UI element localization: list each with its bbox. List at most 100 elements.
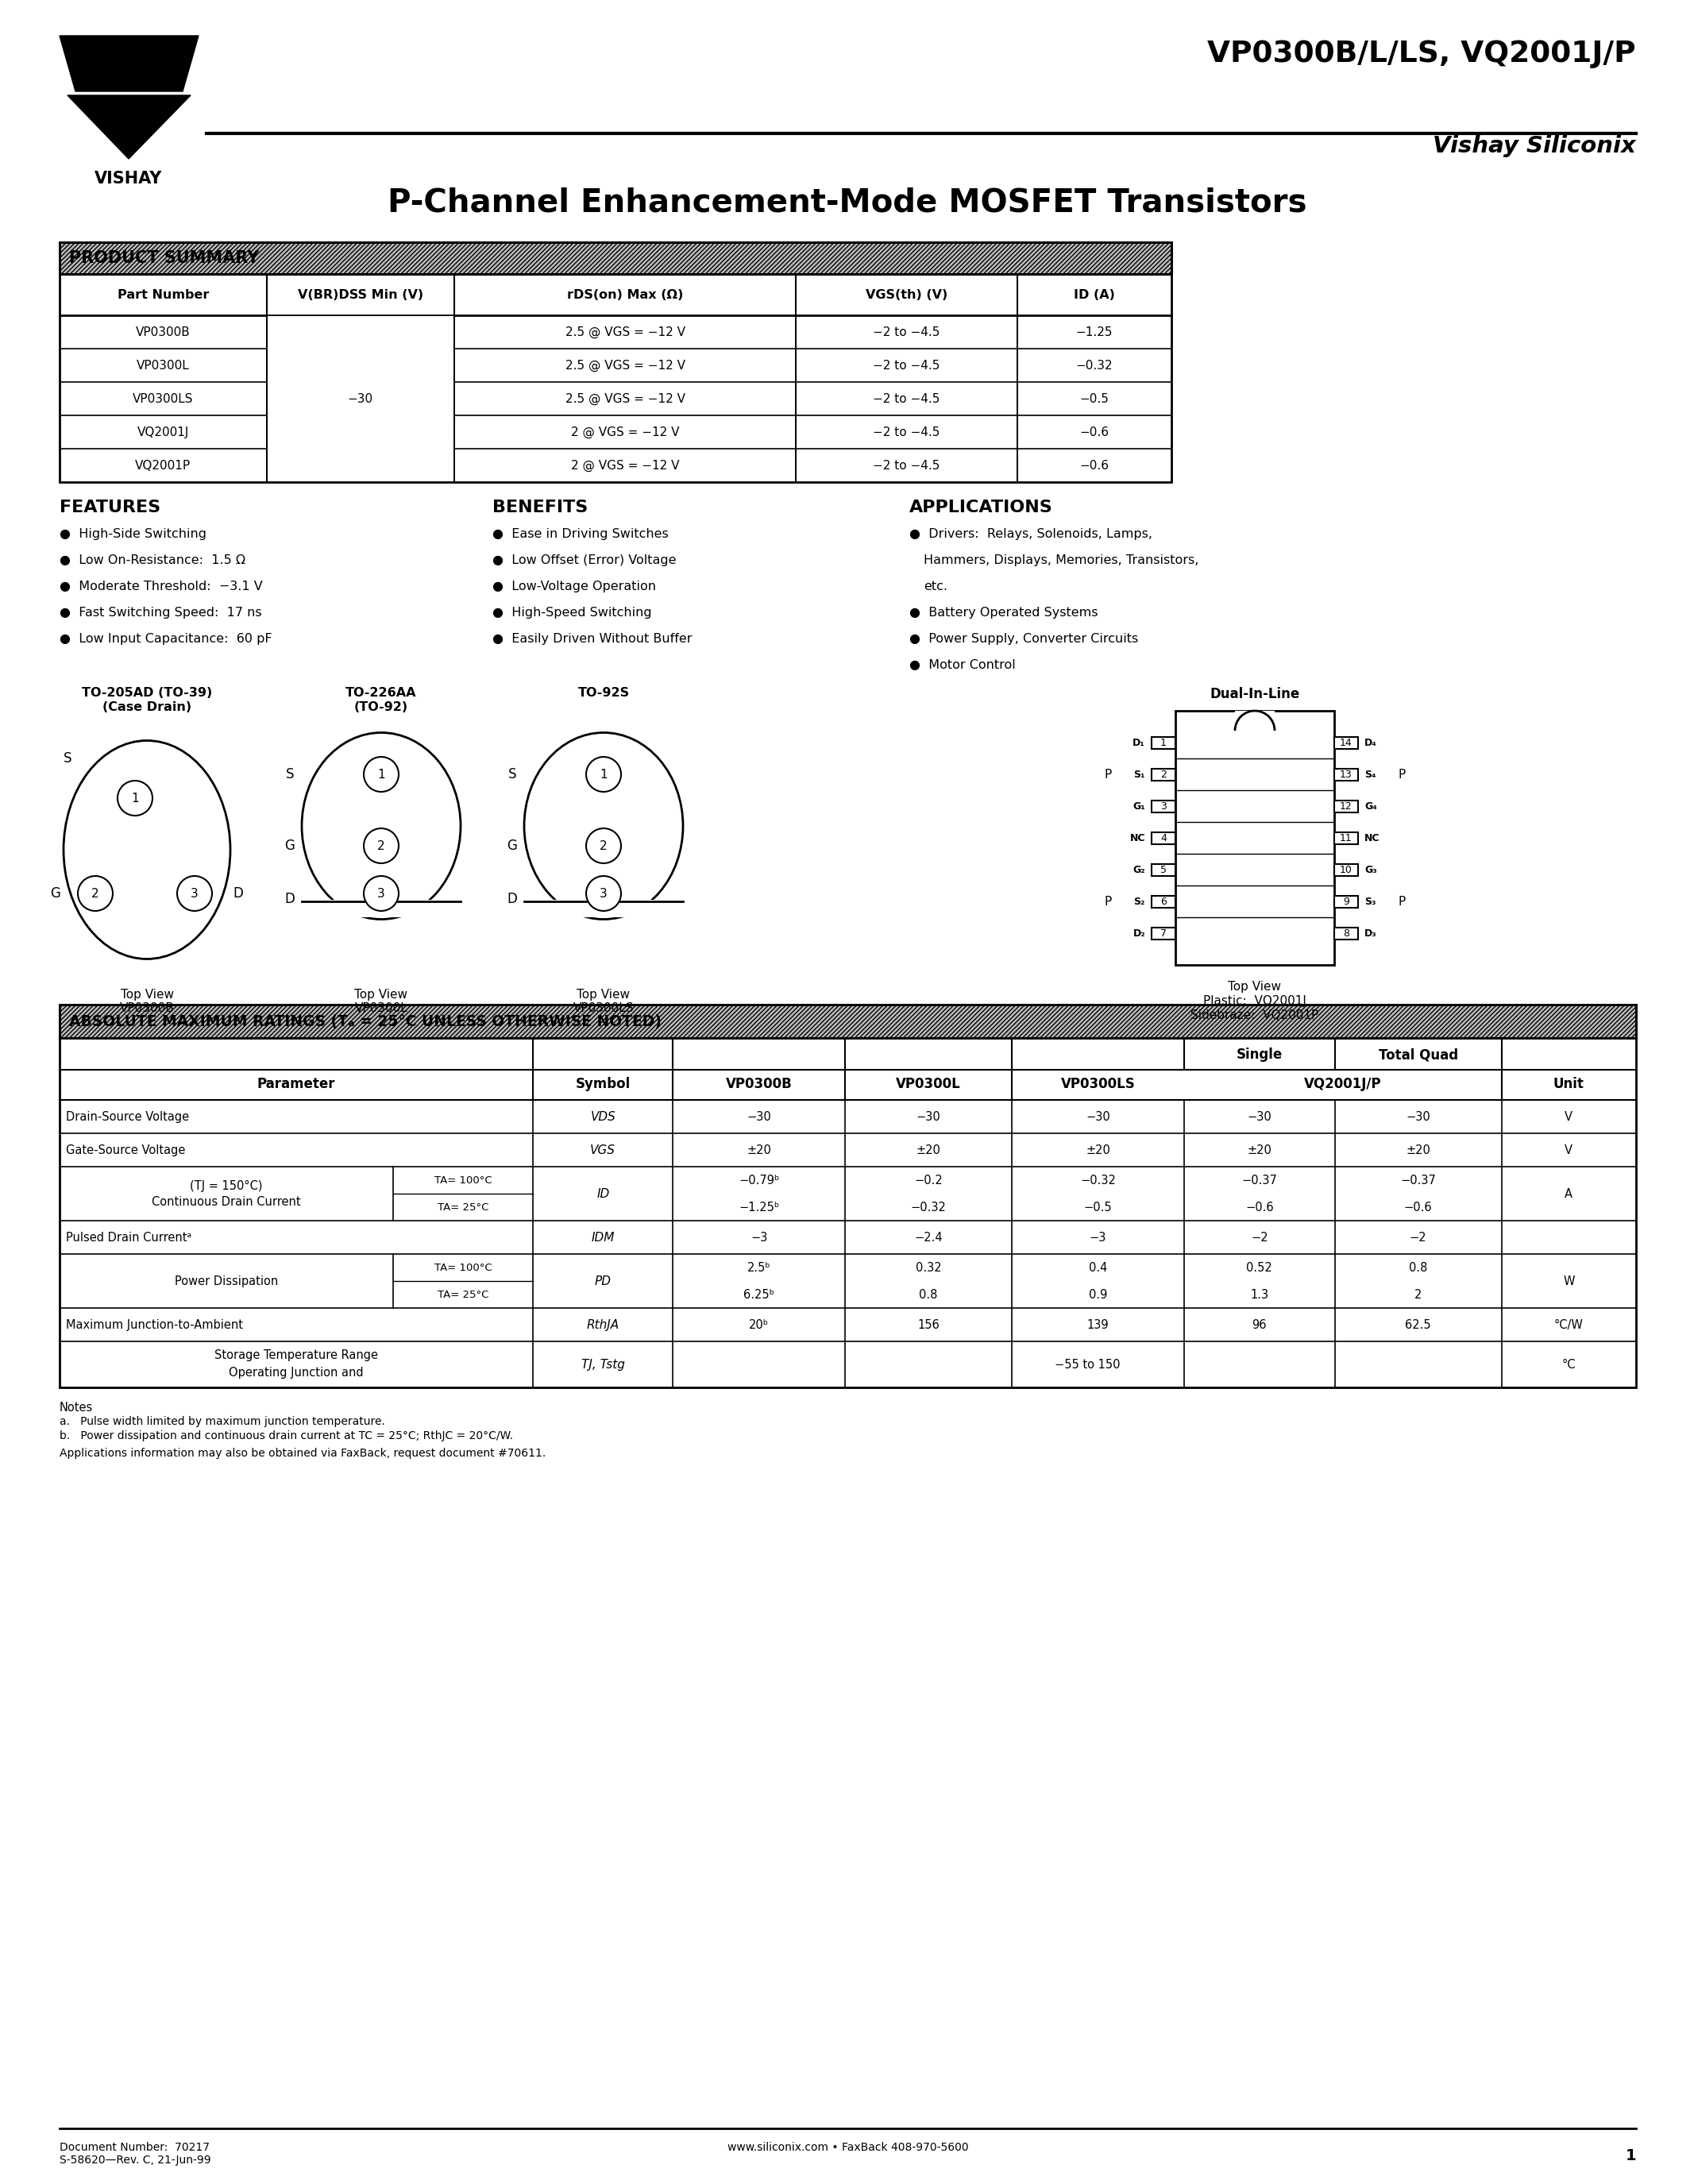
Text: IDM: IDM xyxy=(591,1232,615,1243)
Text: Operating Junction and: Operating Junction and xyxy=(229,1367,364,1378)
Text: 139: 139 xyxy=(1088,1319,1110,1330)
Text: Parameter: Parameter xyxy=(257,1077,335,1092)
Text: P: P xyxy=(1104,895,1111,906)
Text: VQ2001P: VQ2001P xyxy=(136,459,191,472)
Text: −2 to −4.5: −2 to −4.5 xyxy=(872,393,940,404)
Bar xyxy=(1235,710,1274,732)
Text: −0.5: −0.5 xyxy=(1084,1201,1113,1212)
Text: −2 to −4.5: −2 to −4.5 xyxy=(872,459,940,472)
Text: −2 to −4.5: −2 to −4.5 xyxy=(872,426,940,439)
Text: Pulsed Drain Currentᵃ: Pulsed Drain Currentᵃ xyxy=(66,1232,191,1243)
Bar xyxy=(59,1005,1636,1037)
Text: −30: −30 xyxy=(347,393,373,404)
Text: Plastic:  VQ2001J: Plastic: VQ2001J xyxy=(1203,996,1306,1007)
Text: BENEFITS: BENEFITS xyxy=(493,500,588,515)
Text: S: S xyxy=(508,767,517,782)
Text: 96: 96 xyxy=(1252,1319,1267,1330)
Text: −1.25ᵇ: −1.25ᵇ xyxy=(739,1201,779,1212)
Text: 0.52: 0.52 xyxy=(1247,1262,1272,1273)
Circle shape xyxy=(117,780,152,815)
Text: 2.5 @ VGS = −12 V: 2.5 @ VGS = −12 V xyxy=(566,325,684,339)
Text: 0.8: 0.8 xyxy=(920,1289,938,1299)
Text: −0.6: −0.6 xyxy=(1079,426,1110,439)
Bar xyxy=(1335,928,1359,939)
Text: ±20: ±20 xyxy=(1086,1144,1110,1155)
Text: 6.25ᵇ: 6.25ᵇ xyxy=(744,1289,774,1299)
Text: ●  High-Speed Switching: ● High-Speed Switching xyxy=(493,607,652,618)
Text: Applications information may also be obtained via FaxBack, request document #706: Applications information may also be obt… xyxy=(59,1448,545,1459)
Text: −0.2: −0.2 xyxy=(915,1175,942,1186)
Text: 2.5 @ VGS = −12 V: 2.5 @ VGS = −12 V xyxy=(566,393,684,404)
Text: 3: 3 xyxy=(378,887,385,900)
Text: D: D xyxy=(234,887,244,900)
Text: 62.5: 62.5 xyxy=(1404,1319,1431,1330)
Circle shape xyxy=(586,828,622,863)
Text: 3: 3 xyxy=(1160,802,1167,810)
Text: (TO-92): (TO-92) xyxy=(354,701,408,714)
Text: VP0300LS: VP0300LS xyxy=(1060,1077,1135,1092)
Text: 2 @ VGS = −12 V: 2 @ VGS = −12 V xyxy=(571,426,679,439)
Text: −2.4: −2.4 xyxy=(915,1232,942,1243)
Text: TA= 100°C: TA= 100°C xyxy=(434,1175,491,1186)
Text: −55 to 150: −55 to 150 xyxy=(1054,1358,1120,1369)
Circle shape xyxy=(586,876,622,911)
Text: APPLICATIONS: APPLICATIONS xyxy=(910,500,1054,515)
Text: ●  Easily Driven Without Buffer: ● Easily Driven Without Buffer xyxy=(493,633,693,644)
Text: P: P xyxy=(1398,769,1406,780)
Text: °C/W: °C/W xyxy=(1553,1319,1584,1330)
Bar xyxy=(1176,710,1335,965)
Text: 7: 7 xyxy=(1160,928,1167,939)
Bar xyxy=(124,753,171,771)
Text: 0.32: 0.32 xyxy=(915,1262,942,1273)
Text: RthJA: RthJA xyxy=(586,1319,620,1330)
Text: PD: PD xyxy=(595,1275,612,1286)
Text: ●  High-Side Switching: ● High-Side Switching xyxy=(59,529,207,539)
Text: (Case Drain): (Case Drain) xyxy=(102,701,191,714)
Text: S₁: S₁ xyxy=(1133,769,1145,780)
Text: 2: 2 xyxy=(378,841,385,852)
Bar xyxy=(1335,863,1359,876)
Text: 5: 5 xyxy=(1160,865,1167,876)
Text: VP0300LS: VP0300LS xyxy=(132,393,193,404)
Text: 2: 2 xyxy=(1160,769,1167,780)
Text: D₄: D₄ xyxy=(1364,738,1377,747)
Text: VGS(th) (V): VGS(th) (V) xyxy=(866,288,947,301)
Text: Symbol: Symbol xyxy=(576,1077,630,1092)
Bar xyxy=(1335,895,1359,906)
Text: Vishay Siliconix: Vishay Siliconix xyxy=(1433,135,1636,157)
Text: 156: 156 xyxy=(918,1319,940,1330)
Text: −0.37: −0.37 xyxy=(1401,1175,1437,1186)
Bar xyxy=(1335,799,1359,812)
Text: VP0300B: VP0300B xyxy=(120,1002,174,1013)
Text: Drain-Source Voltage: Drain-Source Voltage xyxy=(66,1112,190,1123)
Bar xyxy=(520,900,688,917)
Text: −30: −30 xyxy=(747,1112,771,1123)
Text: FEATURES: FEATURES xyxy=(59,500,161,515)
Text: −0.32: −0.32 xyxy=(1081,1175,1116,1186)
Text: a.   Pulse width limited by maximum junction temperature.: a. Pulse width limited by maximum juncti… xyxy=(59,1415,385,1426)
Circle shape xyxy=(78,876,113,911)
Text: TO-205AD (TO-39): TO-205AD (TO-39) xyxy=(81,688,212,699)
Text: −30: −30 xyxy=(1086,1112,1110,1123)
Text: 1.3: 1.3 xyxy=(1250,1289,1269,1299)
Text: V(BR)DSS Min (V): V(BR)DSS Min (V) xyxy=(298,288,424,301)
Text: W: W xyxy=(1564,1275,1574,1286)
Text: ●  Moderate Threshold:  −3.1 V: ● Moderate Threshold: −3.1 V xyxy=(59,581,263,592)
Text: VQ2001J: VQ2001J xyxy=(137,426,190,439)
Ellipse shape xyxy=(523,732,683,919)
Ellipse shape xyxy=(302,732,461,919)
Text: S-58620—Rev. C, 21-Jun-99: S-58620—Rev. C, 21-Jun-99 xyxy=(59,2156,212,2167)
Text: 9: 9 xyxy=(1343,895,1350,906)
Text: D: D xyxy=(507,891,517,906)
Text: °C: °C xyxy=(1562,1358,1575,1369)
Text: 10: 10 xyxy=(1340,865,1352,876)
Text: Storage Temperature Range: Storage Temperature Range xyxy=(215,1350,378,1361)
Text: VP0300B: VP0300B xyxy=(725,1077,793,1092)
Text: V: V xyxy=(1565,1112,1572,1123)
Bar xyxy=(1152,769,1176,780)
Text: G₁: G₁ xyxy=(1133,802,1145,810)
Text: Notes: Notes xyxy=(59,1402,93,1413)
Ellipse shape xyxy=(64,740,230,959)
Text: NC: NC xyxy=(1130,832,1145,843)
Text: G₄: G₄ xyxy=(1364,802,1377,810)
